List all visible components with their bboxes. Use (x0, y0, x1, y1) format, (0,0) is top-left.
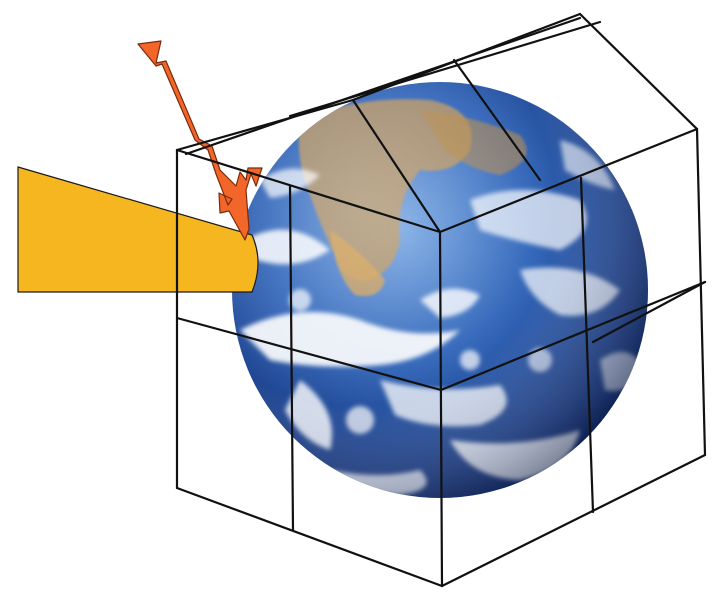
reflected-radiation-arrow-icon (137, 40, 263, 241)
greenhouse-frame-icon (175, 12, 707, 588)
sunlight-beam-icon (17, 166, 259, 293)
